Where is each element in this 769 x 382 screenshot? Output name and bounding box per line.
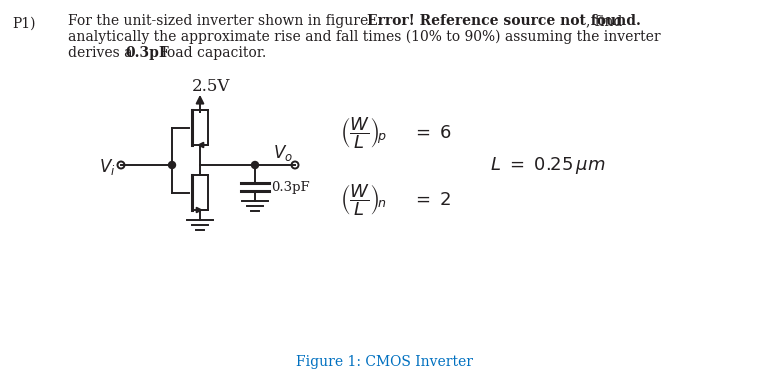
Text: Error! Reference source not found.: Error! Reference source not found. — [367, 14, 641, 28]
Text: load capacitor.: load capacitor. — [158, 46, 266, 60]
Circle shape — [251, 162, 258, 168]
Text: $=\ 6$: $=\ 6$ — [412, 124, 452, 142]
Text: , find: , find — [586, 14, 622, 28]
Text: $V_o$: $V_o$ — [273, 143, 293, 163]
Text: $=\ 2$: $=\ 2$ — [412, 191, 451, 209]
Text: analytically the approximate rise and fall times (10% to 90%) assuming the inver: analytically the approximate rise and fa… — [68, 30, 661, 44]
Text: $L\ =\ 0.25\,\mu m$: $L\ =\ 0.25\,\mu m$ — [490, 154, 605, 175]
Text: P1): P1) — [12, 17, 35, 31]
Text: For the unit-sized inverter shown in figure: For the unit-sized inverter shown in fig… — [68, 14, 373, 28]
Text: derives a: derives a — [68, 46, 137, 60]
Text: $V_i$: $V_i$ — [99, 157, 115, 177]
Text: Figure 1: CMOS Inverter: Figure 1: CMOS Inverter — [296, 355, 473, 369]
Circle shape — [168, 162, 175, 168]
Text: $\left(\dfrac{W}{L}\right)_{\!n}$: $\left(\dfrac{W}{L}\right)_{\!n}$ — [340, 182, 387, 218]
Text: 2.5V: 2.5V — [192, 78, 231, 95]
Text: 0.3pF: 0.3pF — [271, 181, 310, 194]
Text: 0.3pF: 0.3pF — [125, 46, 168, 60]
Text: $\left(\dfrac{W}{L}\right)_{\!p}$: $\left(\dfrac{W}{L}\right)_{\!p}$ — [340, 115, 388, 151]
